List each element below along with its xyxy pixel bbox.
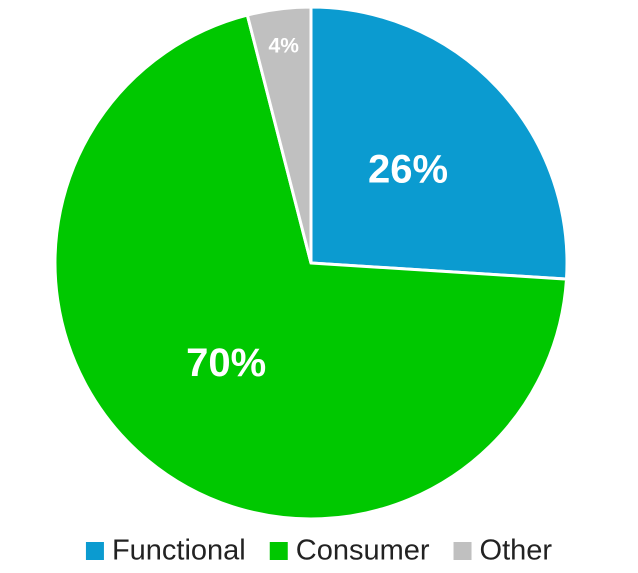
legend-swatch [453,542,472,560]
value-label: 26% [368,147,448,191]
legend-label: Other [480,535,553,567]
pie-slice [245,5,313,264]
legend-label: Functional [112,535,246,567]
legend-swatch [85,542,104,560]
value-label: 70% [186,341,266,385]
legend-swatch [269,542,288,560]
pie-slice [53,13,569,521]
value-label: 4% [269,35,300,58]
pie-slice [309,5,569,281]
legend-label: Consumer [296,535,430,567]
